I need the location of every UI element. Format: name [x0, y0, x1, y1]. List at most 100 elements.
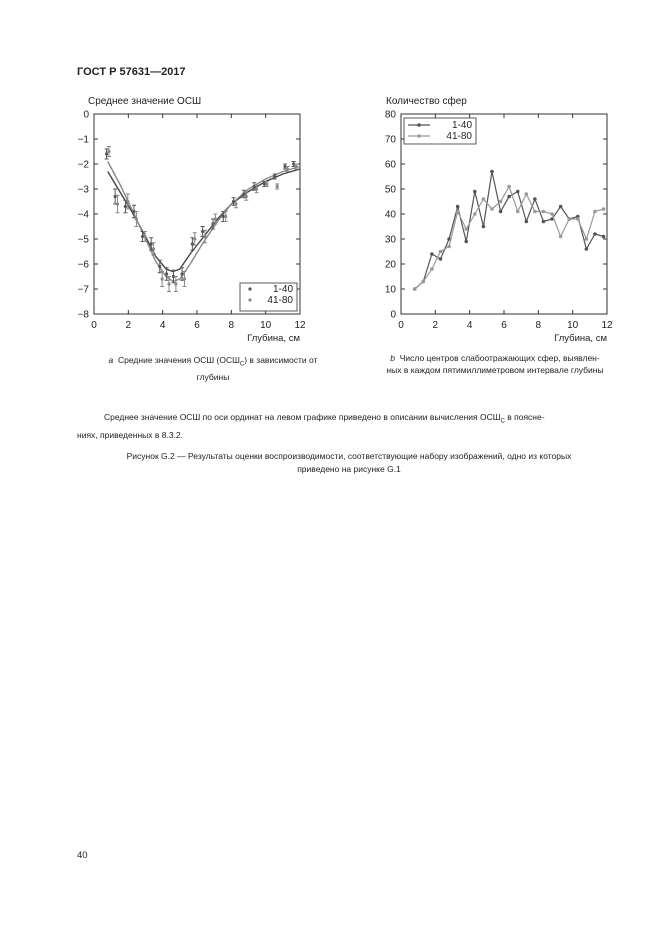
data-point-41-80	[254, 187, 259, 191]
right-ytick-label: 10	[385, 285, 397, 296]
series-marker-41-80	[593, 209, 597, 214]
series-marker-41-80	[524, 192, 529, 196]
caption-b: b Число центров слабоотражающих сфер, вы…	[364, 352, 626, 376]
right-ytick-label: 30	[385, 235, 397, 246]
right-ytick-label: 40	[385, 210, 397, 221]
series-marker-41-80	[515, 209, 520, 214]
right-xaxis-label: Глубина, см	[554, 333, 607, 344]
left-ytick-label: −1	[78, 135, 90, 146]
left-legend-label: 1-40	[273, 284, 293, 295]
data-point-41-80	[244, 194, 248, 199]
figure-caption-line1: Рисунок G.2 — Результаты оценки воспроиз…	[126, 451, 572, 461]
series-marker-41-80	[584, 237, 589, 241]
series-marker-41-80	[473, 212, 477, 216]
right-xtick-label: 12	[601, 320, 613, 331]
data-point-41-80	[160, 277, 164, 281]
series-marker-41-80	[550, 212, 554, 216]
right-xtick-label: 2	[433, 320, 439, 331]
series-marker-41-80	[490, 207, 494, 211]
right-xtick-label: 10	[567, 320, 579, 331]
left-ytick-label: −5	[78, 235, 90, 246]
data-point-1-40	[273, 174, 277, 179]
right-xtick-label: 6	[501, 320, 507, 331]
caption-a-sub: С	[239, 361, 245, 368]
series-marker-41-80	[601, 207, 606, 211]
series-marker-1-40	[593, 232, 597, 236]
series-marker-1-40	[447, 237, 451, 241]
series-marker-41-80	[430, 267, 434, 271]
left-legend-marker-1-40	[248, 287, 252, 291]
series-marker-1-40	[507, 194, 511, 199]
data-point-1-40	[123, 204, 128, 209]
series-marker-41-80	[464, 227, 469, 231]
caption-a-letter: а	[108, 355, 114, 365]
document-header: ГОСТ Р 57631—2017	[77, 66, 186, 78]
series-marker-1-40	[438, 257, 443, 261]
right-legend-label: 1-40	[452, 120, 472, 131]
data-point-41-80	[143, 234, 147, 239]
caption-b-letter: b	[390, 353, 395, 363]
data-point-41-80	[193, 237, 197, 241]
note-line1-after: в поясне-	[504, 412, 545, 422]
right-chart-title: Количество сфер	[386, 96, 467, 107]
data-point-41-80	[285, 167, 290, 171]
data-point-41-80	[126, 199, 130, 204]
page-number: 40	[77, 850, 88, 861]
left-xtick-label: 4	[160, 320, 166, 331]
caption-a-text-after: ) в зависимости от	[244, 355, 318, 365]
right-ytick-label: 60	[385, 160, 397, 171]
series-marker-1-40	[533, 197, 537, 201]
note-paragraph: Среднее значение ОСШ по оси ординат на л…	[77, 411, 617, 442]
series-marker-1-40	[558, 204, 563, 209]
left-ytick-label: −4	[78, 210, 90, 221]
series-marker-1-40	[601, 234, 606, 239]
series-marker-41-80	[576, 217, 580, 221]
data-point-41-80	[182, 277, 187, 281]
left-xtick-label: 10	[260, 320, 272, 331]
series-marker-1-40	[473, 189, 477, 194]
data-point-41-80	[234, 202, 238, 206]
right-xtick-label: 0	[398, 320, 404, 331]
series-marker-41-80	[455, 209, 460, 214]
caption-b-line2: ных в каждом пятимиллиметровом интервале…	[386, 365, 604, 375]
left-legend-marker-41-80	[248, 298, 252, 302]
note-line1: Среднее значение ОСШ по оси ординат на л…	[104, 412, 501, 422]
left-ytick-label: 0	[83, 110, 89, 121]
data-point-41-80	[224, 214, 228, 219]
series-marker-41-80	[567, 217, 572, 221]
data-point-1-40	[140, 234, 145, 239]
right-ytick-label: 70	[385, 135, 397, 146]
data-point-1-40	[262, 182, 267, 186]
note-sub: С	[500, 418, 505, 425]
data-point-1-40	[158, 264, 162, 269]
right-legend-box	[403, 117, 477, 145]
caption-a-line2: глубины	[196, 371, 230, 382]
left-ytick-label: −8	[78, 310, 90, 321]
right-xtick-label: 8	[536, 320, 542, 331]
data-point-1-40	[104, 152, 109, 156]
left-xtick-label: 12	[294, 320, 306, 331]
data-point-41-80	[275, 184, 279, 189]
data-point-1-40	[165, 272, 169, 276]
series-line-41-80	[414, 185, 604, 290]
left-xaxis-label: Глубина, см	[247, 333, 300, 344]
series-marker-41-80	[438, 249, 443, 254]
data-point-41-80	[174, 282, 178, 286]
left-xtick-label: 0	[91, 320, 97, 331]
figure-caption-line2: приведено на рисунке G.1	[297, 464, 401, 474]
data-point-41-80	[167, 282, 171, 286]
series-marker-41-80	[541, 209, 546, 214]
data-point-1-40	[211, 222, 215, 226]
figure-caption: Рисунок G.2 — Результаты оценки воспроиз…	[84, 450, 614, 476]
series-marker-41-80	[421, 279, 426, 284]
right-legend-marker-41-80	[417, 134, 421, 138]
series-marker-41-80	[533, 209, 537, 214]
right-legend-marker-1-40	[417, 123, 421, 127]
left-ytick-label: −7	[78, 285, 90, 296]
left-xtick-label: 8	[229, 320, 235, 331]
data-point-1-40	[180, 272, 184, 276]
series-marker-41-80	[412, 287, 417, 291]
left-xtick-label: 6	[194, 320, 200, 331]
left-ytick-label: −2	[78, 160, 90, 171]
